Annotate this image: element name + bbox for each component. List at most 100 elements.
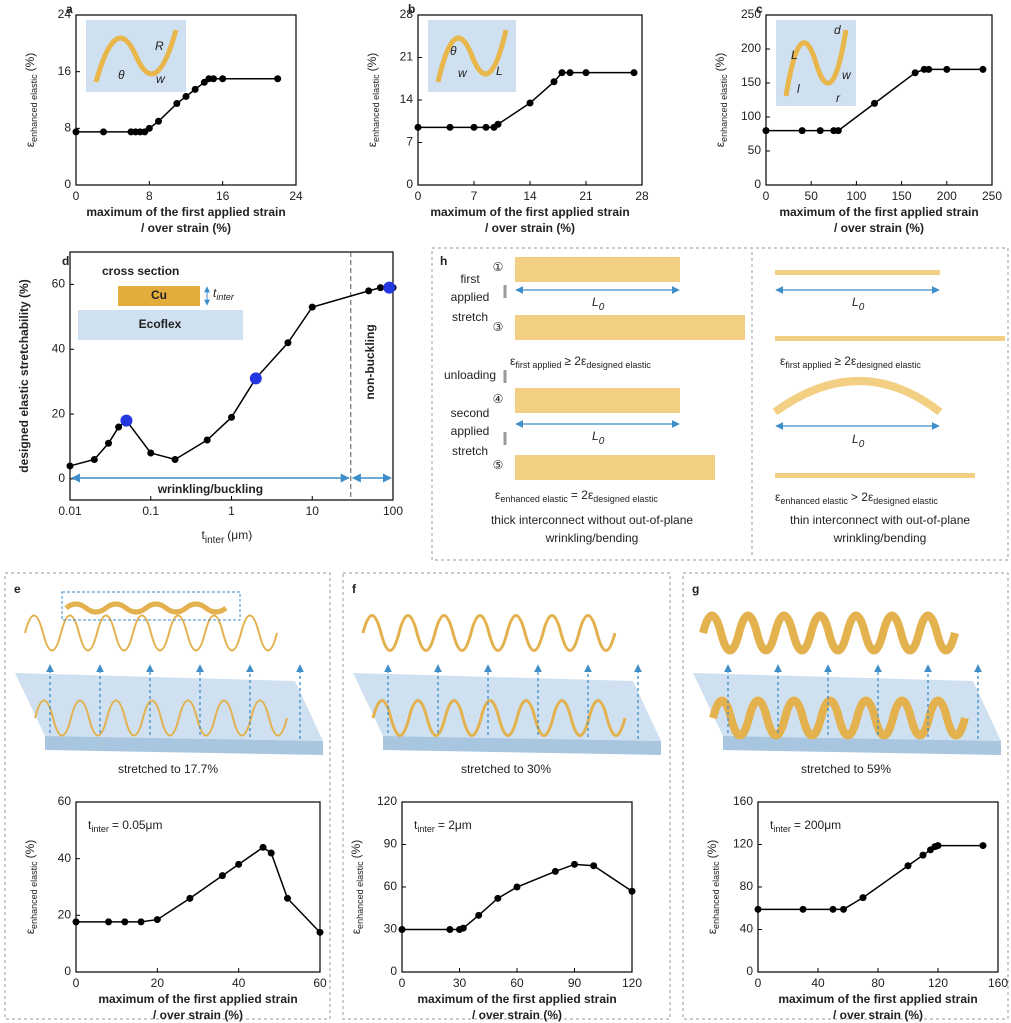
y-tick-label: 50 <box>748 143 762 157</box>
y-tick-label: 60 <box>58 794 72 808</box>
y-tick-label: 16 <box>58 64 72 78</box>
data-line <box>402 863 633 931</box>
x-tick-label: 160 <box>988 976 1008 990</box>
x-tick-label: 100 <box>846 189 866 203</box>
data-point <box>566 69 574 77</box>
data-point <box>191 85 199 93</box>
inset-label: L <box>791 48 798 62</box>
subscript: designed elastic <box>586 360 651 370</box>
subscript: 0 <box>859 302 865 313</box>
caption: wrinkling/bending <box>545 531 639 545</box>
data-point <box>153 916 161 924</box>
x-tick-label: 14 <box>523 189 537 203</box>
y-tick-label: 120 <box>377 794 397 808</box>
subscript: designed elastic <box>593 494 658 504</box>
data-point <box>365 287 373 295</box>
data-point <box>171 455 179 463</box>
x-tick-label: 30 <box>453 976 467 990</box>
y-tick-label: 120 <box>733 837 753 851</box>
data-point <box>470 123 478 131</box>
panel-label: e <box>14 582 21 596</box>
text-part: t <box>414 818 418 832</box>
data-point <box>105 439 113 447</box>
annotation: non-buckling <box>363 324 377 399</box>
y-tick-label: 200 <box>741 41 761 55</box>
text-part: ε <box>495 488 501 502</box>
data-point <box>267 849 275 857</box>
y-tick-label: 24 <box>58 7 72 21</box>
y-axis-label: εenhanced elastic (%) <box>713 53 729 148</box>
text-part: ε <box>23 928 37 934</box>
text-part: ε <box>780 354 786 368</box>
subscript: designed elastic <box>873 496 938 506</box>
text-part: (%) <box>705 840 719 859</box>
y-tick-label: 0 <box>64 177 71 191</box>
text-part: ε <box>775 490 781 504</box>
x-tick-label: 0 <box>73 189 80 203</box>
y-tick-label: 8 <box>64 121 71 135</box>
inset-shape <box>783 29 849 97</box>
y-tick-label: 90 <box>384 837 398 851</box>
text-part: ε <box>23 141 37 147</box>
x-tick-label: 0.1 <box>142 504 159 518</box>
data-point <box>526 99 534 107</box>
subscript: inter <box>216 292 235 302</box>
inset-label: θ <box>450 44 457 58</box>
y-tick-label: 14 <box>400 92 414 106</box>
step-label: stretch <box>452 310 488 324</box>
data-point <box>120 414 133 427</box>
data-point <box>446 123 454 131</box>
data-point <box>376 284 384 292</box>
data-point <box>551 867 559 875</box>
y-axis-label: εenhanced elastic (%) <box>23 840 39 935</box>
y-tick-label: 80 <box>740 879 754 893</box>
text-part: L <box>852 295 859 309</box>
text-part: ε <box>510 354 516 368</box>
text-part: ≥ 2ε <box>834 354 857 368</box>
data-line <box>758 844 983 911</box>
data-point <box>582 69 590 77</box>
data-point <box>840 905 847 913</box>
subscript: 0 <box>599 436 605 447</box>
x-tick-label: 50 <box>805 189 819 203</box>
thickness-label: tinter <box>213 286 235 302</box>
text-part: = 0.05μm <box>112 818 163 832</box>
x-tick-label: 24 <box>289 189 303 203</box>
x-tick-label: 1 <box>228 504 235 518</box>
x-tick-label: 0 <box>399 976 406 990</box>
data-point <box>147 449 155 457</box>
equation: εfirst applied ≥ 2εdesigned elastic <box>780 354 921 370</box>
subscript: first applied <box>515 360 561 370</box>
data-point <box>494 120 502 128</box>
step-label: second <box>451 406 490 420</box>
x-tick-label: 120 <box>622 976 642 990</box>
annotation: tinter = 2μm <box>414 818 472 834</box>
inset-label: θ <box>118 68 125 82</box>
text-part: (μm) <box>227 528 252 542</box>
y-tick-label: 40 <box>58 851 72 865</box>
data-point <box>979 65 987 73</box>
x-axis-label: tinter (μm) <box>202 528 253 545</box>
subscript: inter <box>773 824 791 834</box>
step-label: applied <box>451 290 490 304</box>
subscript: inter <box>417 824 435 834</box>
text-part: = 2ε <box>571 488 594 502</box>
y-tick-label: 0 <box>390 964 397 978</box>
text-part: L <box>852 432 859 446</box>
text-part: (%) <box>349 840 363 859</box>
data-point <box>235 860 243 868</box>
length-label: L0 <box>592 295 605 312</box>
text-part: L <box>592 295 599 309</box>
panel-label: a <box>66 2 73 16</box>
x-tick-label: 250 <box>982 189 1002 203</box>
y-tick-label: 28 <box>400 7 414 21</box>
subscript: enhanced elastic <box>29 861 39 929</box>
data-point <box>219 75 227 83</box>
data-point <box>155 117 162 125</box>
text-part: (%) <box>23 840 37 859</box>
caption: thick interconnect without out-of-plane <box>491 513 693 527</box>
y-tick-label: 40 <box>52 341 66 355</box>
stage-marker: ⑤ <box>493 458 504 472</box>
data-point <box>115 423 123 431</box>
panel-label: b <box>408 2 415 16</box>
